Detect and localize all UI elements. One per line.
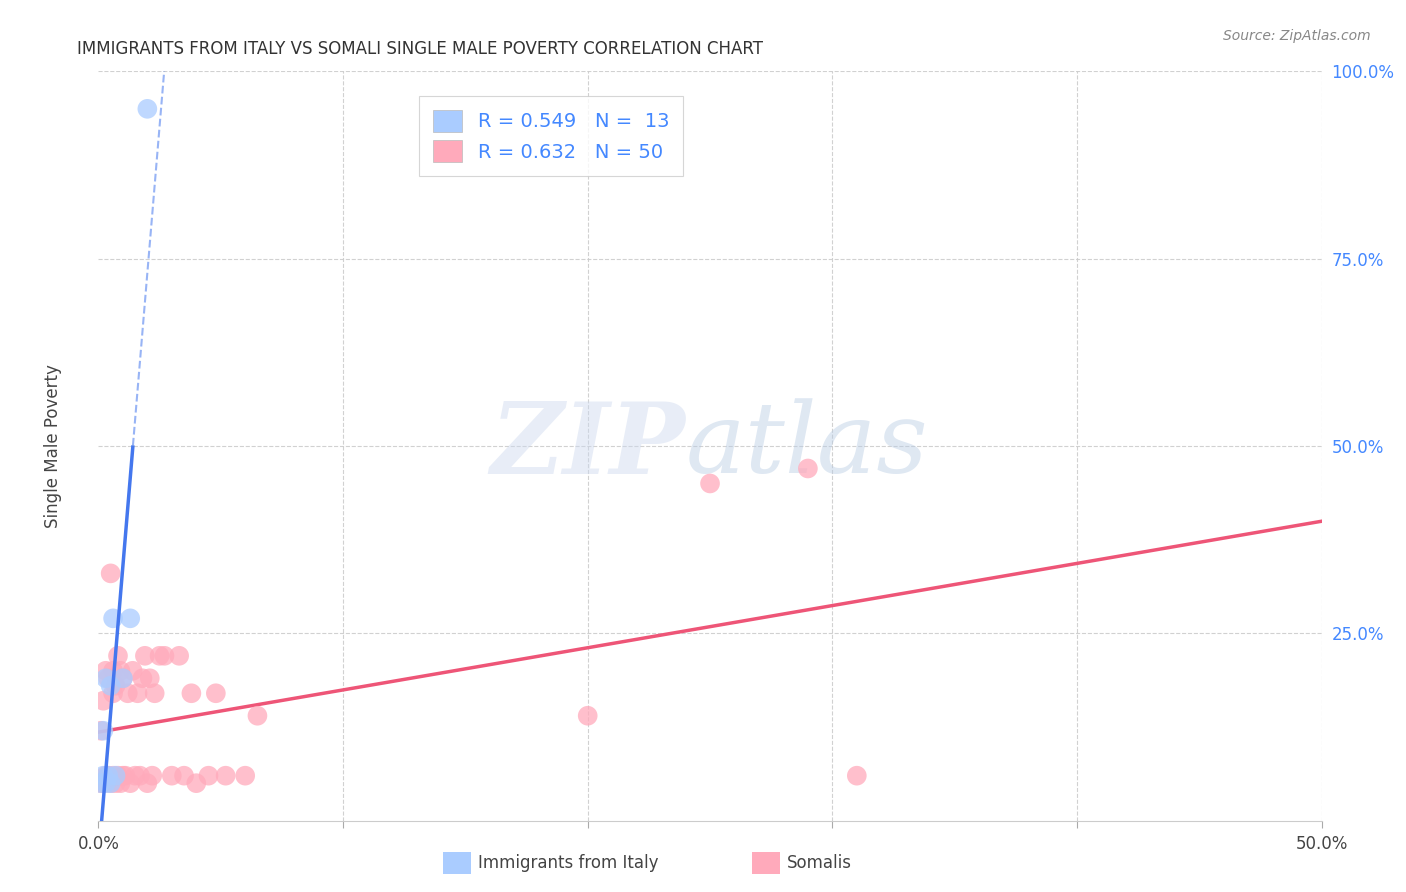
Point [97,769,120,783]
Point [94,769,117,783]
Point [111,769,134,783]
Point [91,776,114,790]
Legend: R = 0.549   N =  13, R = 0.632   N = 50: R = 0.549 N = 13, R = 0.632 N = 50 [419,96,683,176]
Point [107,769,129,783]
Point [173,769,195,783]
Point [100,679,122,693]
Text: ZIP: ZIP [491,398,686,494]
Point [149,648,172,663]
Point [104,679,127,693]
Point [180,686,202,700]
Point [101,664,124,678]
Point [136,776,159,790]
Point [576,708,599,723]
Point [120,776,142,790]
Point [127,686,149,700]
Point [167,648,190,663]
Point [139,671,162,685]
Point [129,769,152,783]
Point [104,776,127,790]
Point [160,769,183,783]
Point [100,566,122,581]
Text: Single Male Poverty: Single Male Poverty [45,364,62,528]
Point [101,686,124,700]
Point [699,476,721,491]
Point [246,708,269,723]
Point [97,671,120,685]
Point [845,769,868,783]
Point [141,769,163,783]
Point [100,776,122,790]
Point [101,611,124,625]
Text: Somalis: Somalis [787,854,852,871]
Point [91,723,114,738]
Text: Immigrants from Italy: Immigrants from Italy [478,854,658,871]
Point [90,776,112,790]
Text: IMMIGRANTS FROM ITALY VS SOMALI SINGLE MALE POVERTY CORRELATION CHART: IMMIGRANTS FROM ITALY VS SOMALI SINGLE M… [77,40,763,58]
Point [97,769,120,783]
Point [111,671,134,685]
Point [153,648,176,663]
Point [114,769,136,783]
Point [233,769,256,783]
Point [100,776,122,790]
Text: atlas: atlas [686,399,928,493]
Point [104,769,127,783]
Point [197,769,219,783]
Point [91,694,114,708]
Point [117,686,139,700]
Point [214,769,236,783]
Point [136,102,159,116]
Text: Source: ZipAtlas.com: Source: ZipAtlas.com [1223,29,1371,43]
Point [107,648,129,663]
Point [94,664,117,678]
Point [120,611,142,625]
Point [111,671,134,685]
Point [134,648,156,663]
Point [110,664,132,678]
Point [94,671,117,685]
Point [94,776,117,790]
Point [101,769,124,783]
Point [186,776,208,790]
Point [90,776,112,790]
Point [91,769,114,783]
Point [121,664,143,678]
Point [205,686,228,700]
Point [143,686,166,700]
Point [797,461,820,475]
Point [131,671,153,685]
Point [110,776,132,790]
Point [90,723,112,738]
Point [124,769,146,783]
